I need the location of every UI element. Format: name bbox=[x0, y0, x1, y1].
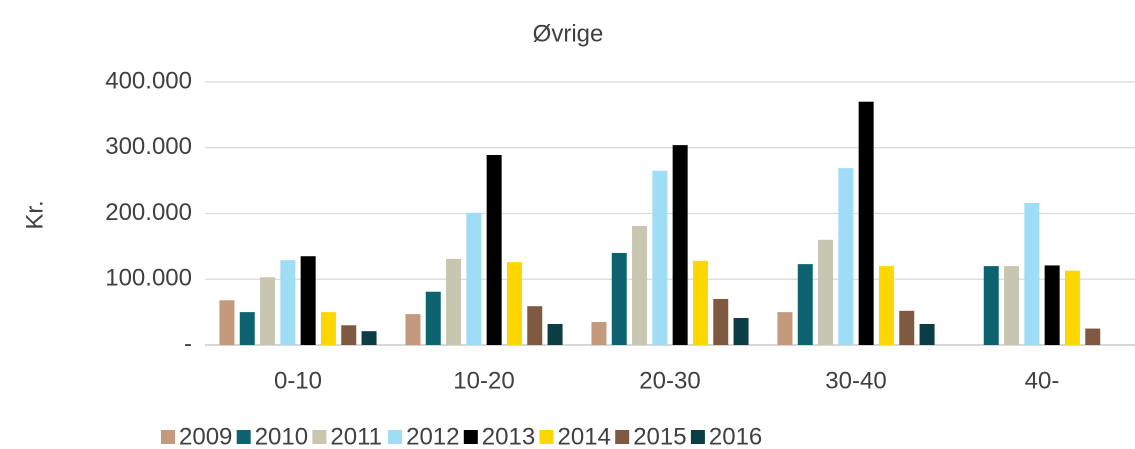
bar bbox=[878, 266, 894, 345]
legend-swatch bbox=[312, 430, 327, 444]
bar bbox=[405, 314, 421, 345]
legend-label: 2016 bbox=[709, 423, 762, 449]
bar bbox=[713, 298, 729, 345]
legend-swatch bbox=[463, 430, 478, 444]
bar bbox=[1004, 266, 1020, 345]
legend-swatch bbox=[161, 430, 175, 444]
bar bbox=[320, 312, 336, 345]
legend-label: 2012 bbox=[406, 423, 459, 449]
legend-swatch bbox=[690, 430, 705, 444]
bar bbox=[652, 170, 668, 345]
bar bbox=[919, 323, 935, 345]
bar bbox=[425, 291, 441, 345]
bar bbox=[611, 252, 627, 345]
bar bbox=[1064, 270, 1080, 345]
bar bbox=[341, 325, 357, 345]
bar bbox=[446, 258, 462, 345]
bar bbox=[733, 318, 749, 345]
bar bbox=[1044, 265, 1060, 345]
legend-swatch bbox=[388, 430, 403, 444]
y-tick-label: 200.000 bbox=[105, 199, 192, 226]
bar bbox=[1024, 202, 1040, 345]
x-tick-label: 30-40 bbox=[825, 367, 886, 394]
x-tick-label: 40- bbox=[1025, 367, 1060, 394]
bar bbox=[547, 323, 563, 345]
legend-swatch bbox=[236, 430, 251, 444]
bar bbox=[466, 212, 482, 345]
legend-label: 2011 bbox=[330, 423, 382, 449]
legend-swatch bbox=[615, 430, 630, 444]
legend-label: 2015 bbox=[633, 423, 686, 449]
y-tick-label: 400.000 bbox=[105, 67, 192, 94]
x-tick-label: 0-10 bbox=[274, 367, 322, 394]
bar bbox=[797, 264, 813, 345]
bar bbox=[983, 266, 999, 345]
legend-label: 2009 bbox=[179, 423, 232, 449]
legend-label: 2013 bbox=[482, 423, 535, 449]
bar bbox=[838, 168, 854, 345]
y-tick-label: 300.000 bbox=[105, 133, 192, 160]
legend-label: 2010 bbox=[255, 423, 308, 449]
y-tick-label: 100.000 bbox=[105, 265, 192, 292]
bar bbox=[260, 277, 276, 345]
bar bbox=[672, 145, 688, 345]
bar bbox=[486, 154, 502, 345]
bar bbox=[591, 321, 607, 345]
bar bbox=[818, 239, 834, 345]
bar bbox=[300, 256, 316, 345]
x-tick-label: 10-20 bbox=[453, 367, 514, 394]
bar bbox=[506, 262, 522, 345]
legend-label: 2014 bbox=[558, 423, 611, 449]
bar bbox=[1085, 328, 1101, 345]
bar bbox=[527, 306, 543, 345]
y-tick-label: - bbox=[184, 330, 192, 357]
bar bbox=[632, 225, 648, 345]
bar bbox=[858, 101, 874, 345]
bar bbox=[239, 312, 255, 345]
x-tick-label: 20-30 bbox=[639, 367, 700, 394]
bar bbox=[280, 260, 296, 345]
y-axis-label: Kr. bbox=[21, 200, 48, 229]
legend-swatch bbox=[539, 430, 554, 444]
bar bbox=[899, 310, 915, 345]
bar bbox=[361, 331, 377, 345]
bar bbox=[777, 312, 793, 345]
chart-title: Øvrige bbox=[533, 20, 604, 47]
bar bbox=[692, 260, 708, 345]
bar bbox=[219, 300, 235, 345]
